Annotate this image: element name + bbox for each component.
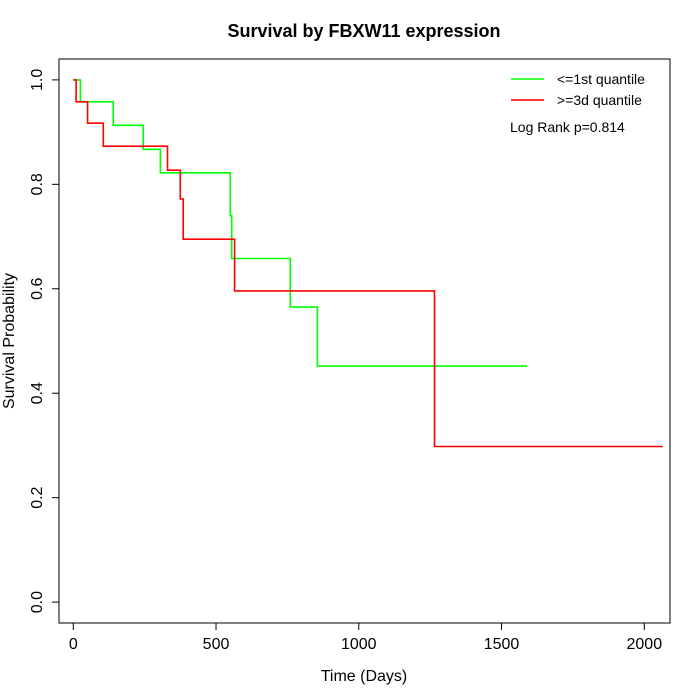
y-axis: 0.0 0.2 0.4 0.6 0.8 1.0 <box>29 69 60 613</box>
chart-title: Survival by FBXW11 expression <box>227 21 500 41</box>
x-tick-label: 2000 <box>627 636 663 653</box>
survival-curves <box>73 79 663 448</box>
legend: <=1st quantile >=3d quantile <box>511 71 645 108</box>
survival-curve-series-2 <box>73 79 663 448</box>
x-axis-label: Time (Days) <box>321 668 408 685</box>
y-axis-label: Survival Probability <box>1 273 18 409</box>
x-tick-label: 1000 <box>341 636 377 653</box>
x-tick-label: 0 <box>69 636 78 653</box>
y-tick-label: 0.8 <box>29 173 46 195</box>
x-axis: 0 500 1000 1500 2000 <box>69 622 663 653</box>
legend-label: >=3d quantile <box>557 92 642 108</box>
y-tick-label: 0.2 <box>29 486 46 508</box>
y-tick-label: 0.4 <box>29 382 46 404</box>
log-rank-annotation: Log Rank p=0.814 <box>510 119 625 135</box>
plot-frame <box>58 58 671 624</box>
y-tick-label: 0.0 <box>29 591 46 613</box>
legend-label: <=1st quantile <box>557 71 645 87</box>
survival-curve-series-1 <box>73 79 528 367</box>
y-tick-label: 1.0 <box>29 69 46 91</box>
x-tick-label: 500 <box>203 636 230 653</box>
x-tick-label: 1500 <box>484 636 520 653</box>
y-tick-label: 0.6 <box>29 278 46 300</box>
